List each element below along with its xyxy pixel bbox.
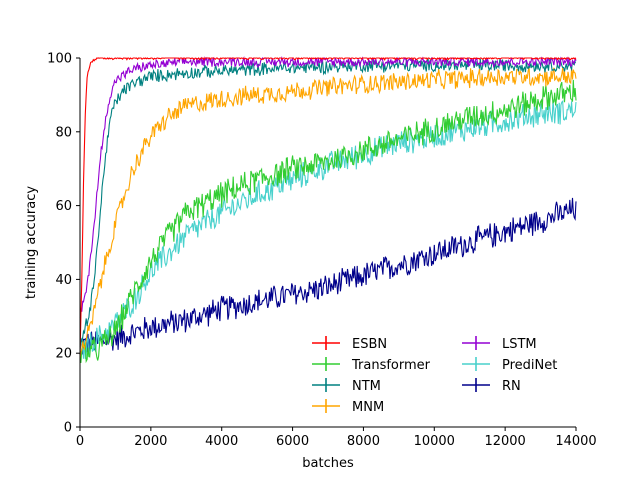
y-axis-label: training accuracy: [24, 186, 39, 299]
x-tick-label: 4000: [205, 434, 238, 449]
legend-label: NTM: [352, 379, 381, 394]
x-tick-label: 14000: [555, 434, 596, 449]
legend-label: RN: [502, 379, 521, 394]
y-tick-label: 80: [55, 125, 72, 140]
axes-layer: 0 2000 4000 6000 8000 10000 12000 14000 0 20 40 60 8…: [47, 52, 597, 450]
x-tick-label: 8000: [347, 434, 380, 449]
legend-item-ntm: NTM: [312, 378, 381, 394]
legend-item-predinet: PrediNet: [462, 357, 557, 373]
x-tick-label: 6000: [276, 434, 309, 449]
series-line-transformer: [79, 79, 577, 364]
series-line-rn: [79, 197, 577, 355]
series-line-esbn: [79, 56, 577, 355]
y-tick-label: 100: [47, 52, 72, 67]
legend: ESBN LSTM Transformer PrediNet NTM RN MNM: [312, 336, 557, 415]
legend-item-lstm: LSTM: [462, 336, 537, 352]
x-tick-label: 12000: [484, 434, 525, 449]
legend-item-rn: RN: [462, 378, 521, 394]
legend-label: LSTM: [502, 337, 537, 352]
x-tick-label: 2000: [134, 434, 167, 449]
series-layer: [79, 56, 577, 364]
series-line-lstm: [79, 56, 577, 318]
series-line-ntm: [79, 57, 577, 347]
legend-label: MNM: [352, 400, 384, 415]
y-tick-label: 20: [55, 347, 72, 362]
legend-item-esbn: ESBN: [312, 336, 387, 352]
x-tick-label: 0: [76, 434, 84, 449]
series-line-mnm: [79, 67, 577, 359]
legend-label: Transformer: [351, 358, 431, 373]
legend-item-mnm: MNM: [312, 399, 384, 415]
x-axis-label: batches: [302, 456, 354, 471]
y-tick-label: 60: [55, 199, 72, 214]
y-tick-label: 40: [55, 273, 72, 288]
legend-label: ESBN: [352, 337, 387, 352]
series-line-predinet: [79, 99, 577, 359]
legend-item-transformer: Transformer: [312, 357, 431, 373]
x-tick-label: 10000: [414, 434, 455, 449]
y-tick-label: 0: [64, 421, 72, 436]
legend-label: PrediNet: [502, 358, 557, 373]
